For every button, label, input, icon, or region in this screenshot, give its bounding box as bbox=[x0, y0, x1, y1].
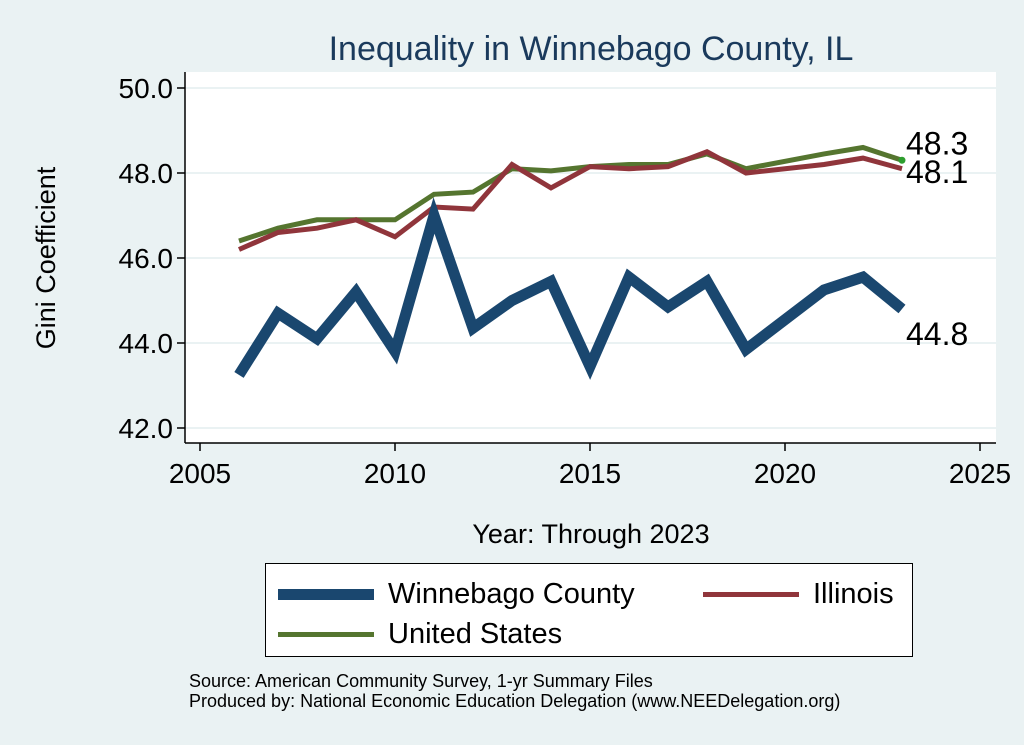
end-marker-united-states bbox=[898, 156, 906, 164]
chart-svg: 42.0 44.0 46.0 48.0 50.0 2005 2010 2015 2020 2025… bbox=[31, 30, 1011, 549]
x-tick-label: 2020 bbox=[754, 458, 816, 489]
legend-label-united-states: United States bbox=[388, 617, 563, 650]
series-line-united-states bbox=[238, 144, 903, 244]
legend-item-illinois: Illinois bbox=[703, 576, 894, 612]
y-axis-label: Gini Coefficient bbox=[31, 166, 61, 349]
legend-label-winnebago: Winnebago County bbox=[388, 577, 635, 610]
end-label-winnebago: 44.8 bbox=[906, 316, 968, 352]
series-line-illinois bbox=[238, 149, 903, 252]
x-tick-label: 2015 bbox=[559, 458, 621, 489]
x-axis-label: Year: Through 2023 bbox=[472, 519, 709, 549]
y-tick-label: 48.0 bbox=[119, 158, 174, 189]
legend-label-illinois: Illinois bbox=[813, 577, 894, 610]
y-tick-label: 50.0 bbox=[119, 73, 174, 104]
y-tick-label: 44.0 bbox=[119, 328, 174, 359]
chart-title: Inequality in Winnebago County, IL bbox=[329, 30, 854, 68]
legend-item-winnebago: Winnebago County bbox=[278, 576, 635, 612]
producer-note: Produced by: National Economic Education… bbox=[189, 691, 841, 711]
end-label-united-states: 48.3 bbox=[906, 125, 968, 161]
source-note: Source: American Community Survey, 1-yr … bbox=[189, 671, 653, 691]
x-tick-label: 2010 bbox=[364, 458, 426, 489]
y-tick-label: 46.0 bbox=[119, 243, 174, 274]
y-tick-label: 42.0 bbox=[119, 413, 174, 444]
legend-swatch-united-states bbox=[278, 631, 374, 637]
legend-item-united-states: United States bbox=[278, 616, 562, 652]
legend: Winnebago County Illinois United States bbox=[265, 563, 913, 657]
legend-swatch-illinois bbox=[703, 591, 799, 597]
legend-swatch-winnebago bbox=[278, 588, 374, 600]
end-label-illinois: 48.1 bbox=[906, 154, 968, 190]
x-tick-label: 2025 bbox=[949, 458, 1011, 489]
x-tick-label: 2005 bbox=[169, 458, 231, 489]
series-line-winnebago bbox=[234, 197, 906, 380]
